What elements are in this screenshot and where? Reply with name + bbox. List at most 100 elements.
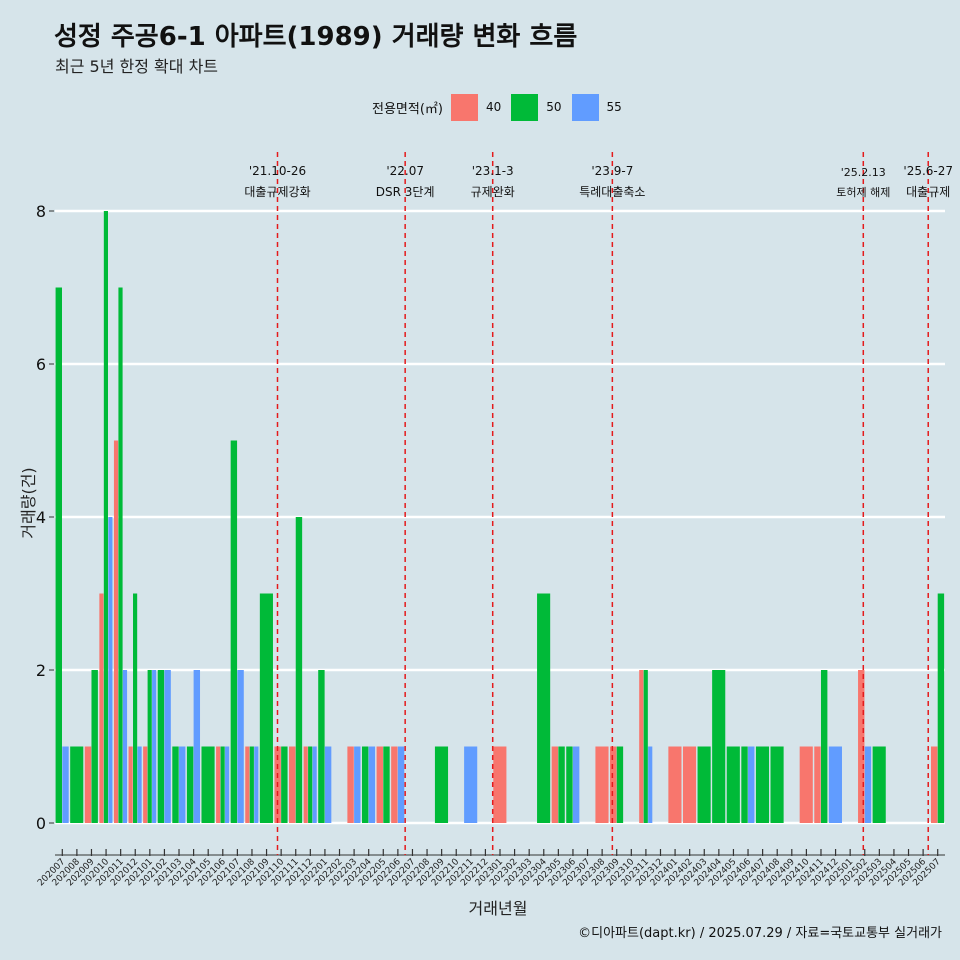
bar-202010-40 (99, 593, 104, 823)
bar-202110-50 (281, 746, 288, 823)
bar-202011-55 (122, 670, 128, 823)
event-date-label: '21.10-26 (249, 164, 306, 178)
event-date-label: '23.9-7 (591, 164, 633, 178)
bar-202012-40 (128, 746, 133, 823)
bar-202106-40 (216, 746, 221, 823)
bar-202201-55 (324, 746, 332, 823)
bar-202010-55 (108, 517, 113, 823)
bar-202204-55 (368, 746, 376, 823)
bar-202011-40 (113, 440, 119, 823)
bar-202103-50 (172, 746, 179, 823)
bar-202306-55 (572, 746, 580, 823)
bar-202305-50 (558, 746, 565, 823)
bar-202010-50 (103, 211, 109, 823)
bar-202012-50 (133, 593, 138, 823)
bar-202311-40 (639, 670, 644, 823)
bar-202009-50 (91, 670, 98, 823)
bar-202301-40 (493, 746, 507, 823)
bar-202503-50 (872, 746, 886, 823)
bar-202401-40 (668, 746, 682, 823)
bar-202311-50 (643, 670, 648, 823)
bar-202102-55 (164, 670, 171, 823)
bar-202408-50 (770, 746, 784, 823)
bar-202112-50 (308, 746, 313, 823)
bar-202205-40 (376, 746, 383, 823)
bar-202308-40 (595, 746, 609, 823)
legend-swatch-55 (571, 93, 599, 121)
bar-202404-50 (712, 670, 726, 823)
event-name-label: 특례대출축소 (579, 185, 645, 199)
bar-202502-40 (858, 670, 865, 823)
bar-202008-50 (70, 746, 84, 823)
bar-202112-55 (312, 746, 317, 823)
event-date-label: '25.2.13 (841, 166, 886, 179)
y-tick-label: 4 (36, 508, 46, 527)
y-tick-label: 0 (36, 814, 46, 833)
bar-202406-55 (748, 746, 755, 823)
bar-202203-40 (347, 746, 354, 823)
bar-202406-50 (741, 746, 748, 823)
bar-202105-50 (201, 746, 215, 823)
bar-202112-40 (303, 746, 308, 823)
bar-202009-40 (84, 746, 92, 823)
y-tick-label: 2 (36, 661, 46, 680)
bar-202203-55 (354, 746, 361, 823)
bar-202206-55 (397, 746, 405, 823)
bar-202309-50 (616, 746, 624, 823)
bar-202204-50 (361, 746, 369, 823)
bar-202502-55 (864, 746, 872, 823)
bar-202111-50 (295, 517, 303, 823)
bar-202102-50 (157, 670, 165, 823)
bar-202309-40 (610, 746, 617, 823)
bar-202103-55 (179, 746, 186, 823)
bar-202405-50 (726, 746, 740, 823)
bar-202108-50 (249, 746, 254, 823)
bar-202304-50 (537, 593, 551, 823)
bar-202106-50 (220, 746, 225, 823)
event-name-label: DSR 3단계 (376, 185, 435, 199)
legend-label-50: 50 (546, 100, 562, 114)
bar-202402-40 (682, 746, 697, 823)
bar-202311-55 (648, 746, 653, 823)
legend-title: 전용면적(㎡) (372, 101, 443, 117)
event-name-label: 토허제 해제 (836, 185, 890, 199)
bar-202209-50 (434, 746, 449, 823)
legend: 전용면적(㎡) 40 50 55 (372, 93, 632, 121)
legend-label-55: 55 (606, 100, 622, 114)
event-name-label: 대출규제강화 (244, 185, 310, 199)
bar-202108-40 (245, 746, 250, 823)
legend-label-40: 40 (485, 100, 502, 114)
bar-202104-50 (186, 746, 194, 823)
y-tick-label: 6 (36, 355, 46, 374)
bar-202101-50 (147, 670, 152, 823)
event-name-label: 대출규제 (906, 185, 950, 199)
bar-202007-50 (55, 287, 62, 823)
bar-202211-55 (464, 746, 478, 823)
bar-202109-50 (259, 593, 273, 823)
bar-202205-50 (383, 746, 390, 823)
bar-202305-40 (551, 746, 559, 823)
legend-swatch-50 (511, 93, 539, 121)
event-name-label: 규제완화 (471, 185, 515, 199)
event-date-label: '22.07 (386, 164, 424, 178)
x-axis-title: 거래년월 (469, 899, 528, 918)
bar-202107-55 (237, 670, 244, 823)
bar-202011-50 (118, 287, 123, 823)
bar-202101-55 (152, 670, 157, 823)
event-date-label: '23.1-3 (472, 164, 514, 178)
bar-202206-40 (391, 746, 398, 823)
bar-202101-40 (143, 746, 148, 823)
bar-202403-50 (697, 746, 711, 823)
bar-202104-55 (193, 670, 201, 823)
bar-202507-40 (930, 746, 938, 823)
bar-202201-50 (318, 670, 325, 823)
bar-202507-50 (937, 593, 945, 823)
bar-202411-40 (814, 746, 821, 823)
bar-202306-50 (566, 746, 573, 823)
bar-202107-50 (230, 440, 238, 823)
chart-title: 성정 주공6-1 아파트(1989) 거래량 변화 흐름 (54, 22, 578, 52)
bar-202108-55 (254, 746, 259, 823)
bar-202106-55 (225, 746, 230, 823)
source-caption: ©디아파트(dapt.kr) / 2025.07.29 / 자료=국토교통부 실… (578, 926, 942, 941)
